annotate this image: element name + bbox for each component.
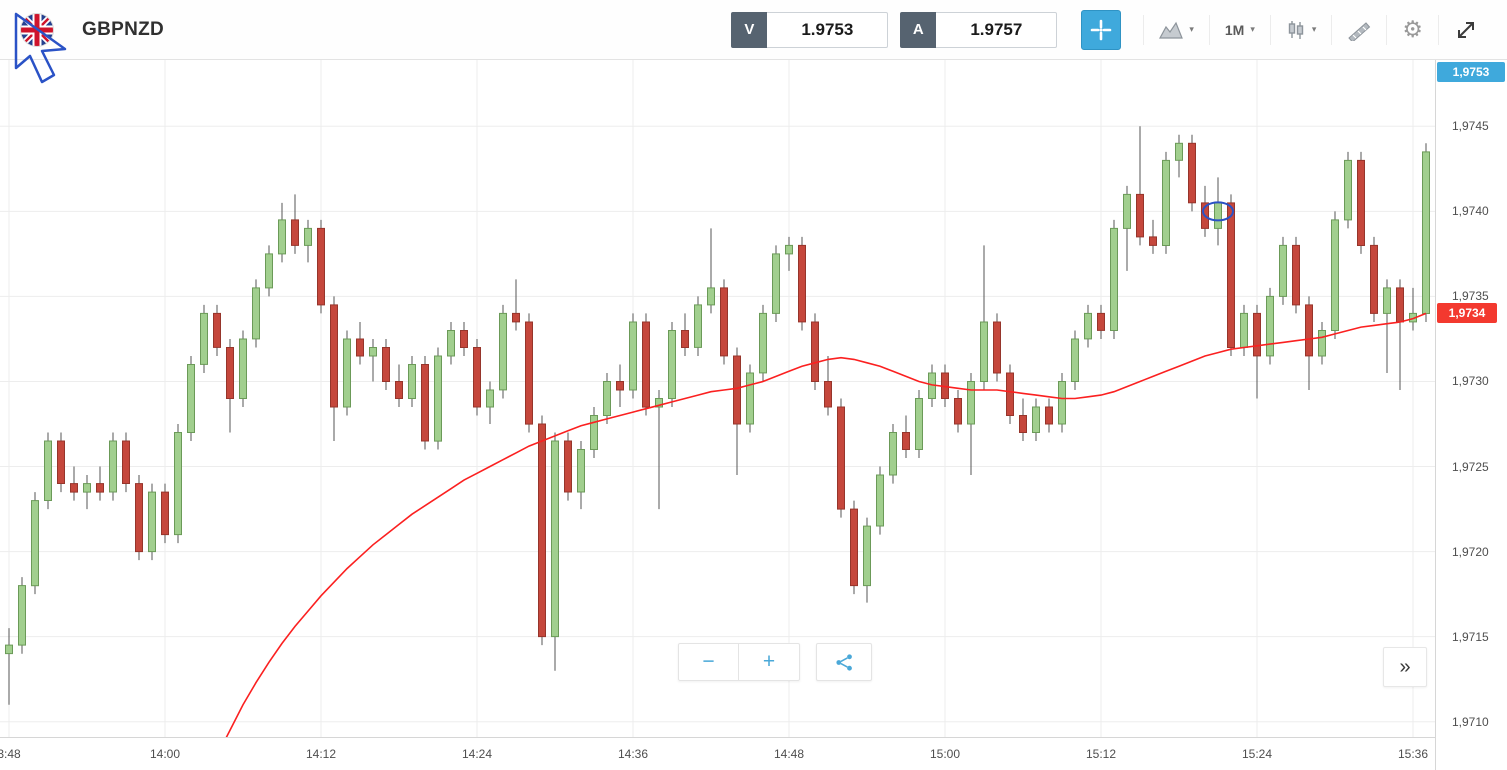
moving-average-line [225,312,1427,737]
price-axis-label: 1,9715 [1452,629,1489,644]
instrument-flag-icon [20,12,54,47]
time-axis-label: 15:24 [1241,747,1273,761]
chevron-down-icon: ▾ [1250,24,1255,34]
sell-button[interactable]: V [731,11,768,48]
time-axis[interactable]: 3:48 14:00 14:12 14:24 14:36 14:48 15:00 15:12 1… [0,737,1435,770]
price-axis-label: 1,9740 [1452,204,1489,219]
zoom-in-button[interactable]: + [739,643,800,681]
instrument-symbol: GBPNZD [82,18,165,40]
price-axis-label: 1,9735 [1452,289,1489,304]
crosshair-icon [1091,19,1112,40]
fullscreen-button[interactable] [1439,0,1493,60]
drawing-ellipse-annotation[interactable] [1202,201,1234,222]
price-axis-label: 1,9710 [1452,714,1489,729]
sell-price-control: V 1.9753 [731,11,889,48]
buy-price-control: A 1.9757 [900,11,1058,48]
timeframe-label: 1M [1224,21,1245,38]
sell-price-value[interactable]: 1.9753 [767,11,889,48]
time-axis-label: 3:48 [0,747,21,761]
time-axis-label: 14:48 [773,747,805,761]
toolbar-separator [1331,14,1333,45]
price-axis-label: 1,9745 [1452,119,1489,134]
toolbar-separator [1386,14,1388,45]
timeframe-button[interactable]: 1M ▾ [1210,0,1270,60]
last-price-badge: 1,9753 [1437,62,1505,82]
price-axis[interactable]: 1,9753 1,9734 1,9745 1,9740 1,9735 1,9730 1,… [1435,60,1507,770]
candlestick-icon [1288,20,1304,39]
toolbar-separator [1208,14,1210,45]
crosshair-button[interactable] [1081,9,1122,50]
indicators-icon [1348,21,1371,41]
ma-price-badge: 1,9734 [1437,303,1497,323]
chart-type-button[interactable]: ▾ [1144,0,1209,60]
gear-icon: ⚙ [1402,16,1423,42]
settings-button[interactable]: ⚙ [1387,0,1438,60]
toolbar-separator [1269,14,1271,45]
toolbar-separator [1143,14,1145,45]
time-axis-label: 15:12 [1085,747,1117,761]
price-axis-label: 1,9720 [1452,544,1489,559]
price-axis-label: 1,9730 [1452,374,1489,389]
grid-layer [0,60,1435,737]
scroll-to-latest-button[interactable]: » [1383,647,1427,687]
zoom-out-button[interactable]: − [678,643,739,681]
time-axis-label: 14:36 [617,747,649,761]
share-button[interactable] [816,643,872,681]
indicators-button[interactable] [1332,0,1386,60]
toolbar-separator [1438,14,1439,45]
chevron-down-icon: ▾ [1311,24,1317,34]
buy-button[interactable]: A [900,11,937,48]
candle-style-button[interactable]: ▾ [1271,0,1332,60]
buy-price-value[interactable]: 1.9757 [936,11,1058,48]
chart-toolbar: GBPNZD V 1.9753 A 1.9757 ▾ 1M ▾ [0,0,1507,60]
time-axis-label: 14:00 [149,747,181,761]
time-axis-label: 15:00 [929,747,961,761]
zoom-controls: − + [678,643,800,681]
candles-layer [5,126,1430,705]
expand-icon [1458,21,1474,38]
time-axis-label: 14:24 [461,747,493,761]
time-axis-label: 15:36 [1397,747,1429,761]
candlestick-chart[interactable] [0,60,1435,737]
share-icon [835,653,852,671]
chevron-down-icon: ▾ [1189,24,1194,34]
chart-area: 1,9753 1,9734 1,9745 1,9740 1,9735 1,9730 1,… [0,60,1507,770]
price-axis-label: 1,9725 [1452,459,1489,474]
area-chart-icon [1159,21,1184,39]
time-axis-label: 14:12 [305,747,337,761]
